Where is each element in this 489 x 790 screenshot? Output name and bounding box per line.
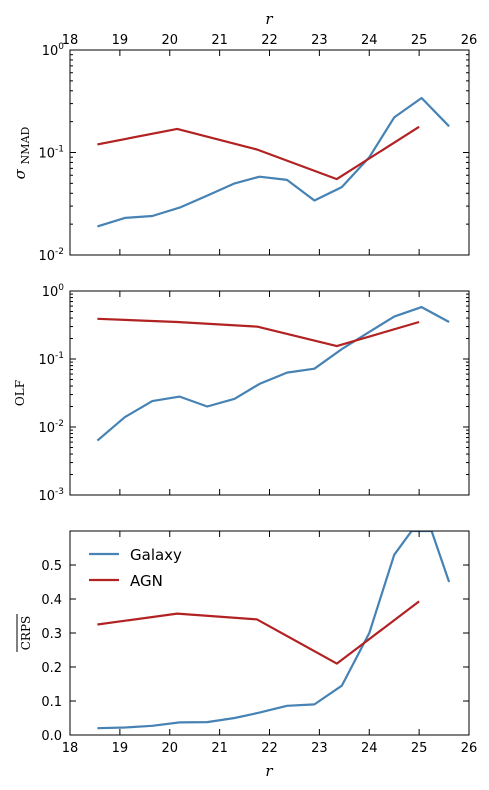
x-tick-label: 22	[261, 33, 278, 48]
y-tick-label: 0.1	[41, 695, 62, 710]
x-tick-label: 21	[211, 33, 228, 48]
x-tick-label: 19	[112, 33, 129, 48]
x-axis-label-bottom: r	[265, 762, 273, 780]
x-tick-label: 23	[311, 33, 328, 48]
series-line-agn	[97, 600, 420, 665]
legend-label-galaxy: Galaxy	[130, 546, 182, 564]
y-axis-label-main: σ	[11, 168, 29, 179]
x-tick-label: 20	[161, 741, 178, 756]
legend-label-agn: AGN	[130, 572, 163, 590]
y-axis-label-crps: CRPS	[19, 616, 33, 651]
panel-olf: 10-3 10-2 10-1 100	[38, 283, 470, 504]
x-tick-label: 25	[411, 741, 428, 756]
y-axis-label-sigma-nmad: σ NMAD	[11, 126, 32, 179]
x-tick-label: 18	[62, 33, 79, 48]
series-line-galaxy	[97, 531, 451, 730]
x-tick-label: 21	[211, 741, 228, 756]
x-tick-label: 24	[361, 741, 378, 756]
y-tick-label: 10-2	[38, 419, 64, 436]
y-tick-label: 10-1	[38, 145, 64, 162]
x-tick-label: 19	[112, 741, 129, 756]
y-axis-label-subscript: NMAD	[19, 126, 32, 164]
x-tick-label: 26	[461, 741, 478, 756]
y-tick-label: 10-1	[38, 351, 64, 368]
y-tick-label: 10-2	[38, 247, 64, 264]
x-tick-label: 26	[461, 33, 478, 48]
y-tick-label: 0.4	[41, 593, 62, 608]
x-tick-label: 18	[62, 741, 79, 756]
x-axis-label-top: r	[265, 10, 273, 28]
series-line-agn	[97, 125, 420, 181]
series-line-galaxy	[97, 96, 450, 228]
panel-crps: 0.0 0.1 0.2 0.3 0.4 0.5 18 19 20 21 22 23 24 25 26 Gala…	[41, 530, 478, 756]
y-tick-label: 0.3	[41, 627, 62, 642]
x-tick-label: 24	[361, 33, 378, 48]
series-line-galaxy	[96, 306, 450, 442]
y-tick-label: 0.0	[41, 729, 62, 744]
legend: Galaxy AGN	[89, 546, 182, 590]
y-tick-label: 100	[42, 283, 65, 300]
y-tick-label: 0.5	[41, 559, 62, 574]
x-tick-label: 20	[161, 33, 178, 48]
series-line-agn	[97, 317, 420, 348]
y-axis-label-crps-group: CRPS	[16, 614, 33, 652]
y-tick-label: 100	[42, 42, 65, 59]
x-tick-label: 25	[411, 33, 428, 48]
y-tick-label: 10-3	[38, 487, 64, 504]
x-tick-label: 22	[261, 741, 278, 756]
x-tick-label: 23	[311, 741, 328, 756]
y-tick-label: 0.2	[41, 661, 62, 676]
y-axis-label-olf: OLF	[13, 380, 27, 406]
